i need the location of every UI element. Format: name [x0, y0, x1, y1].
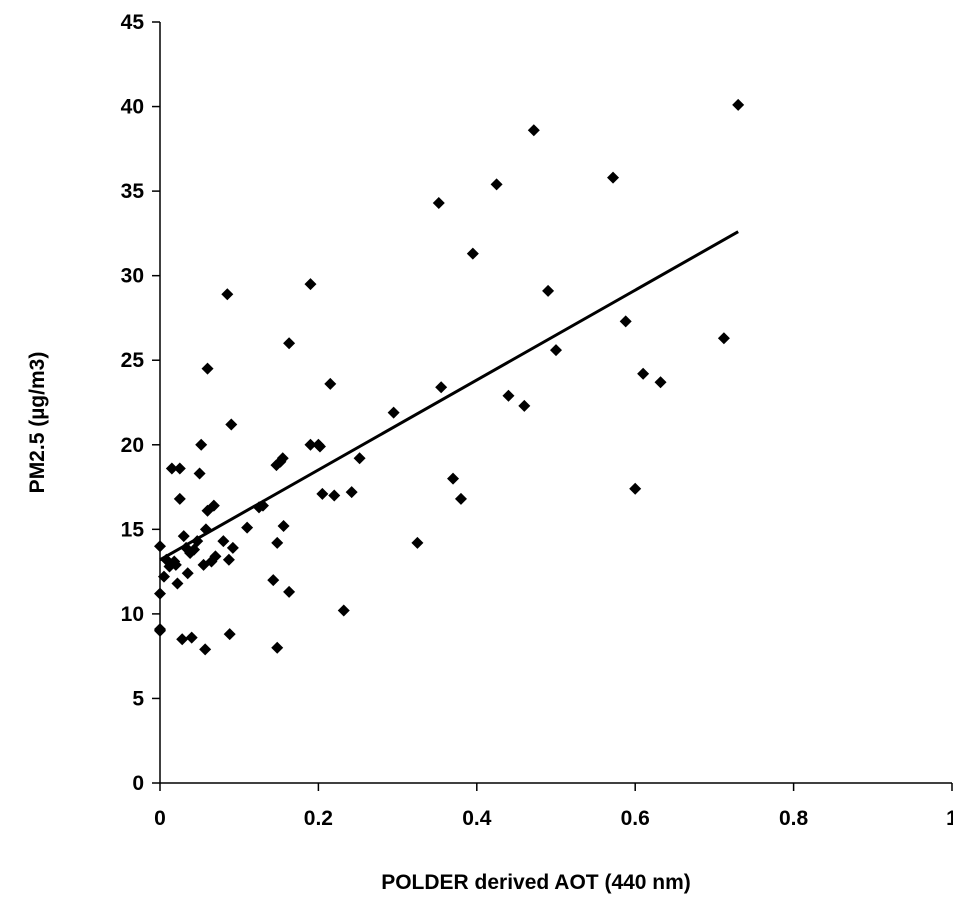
y-tick-label: 30	[121, 265, 144, 288]
data-point	[217, 535, 230, 548]
y-tick-label: 25	[121, 349, 145, 372]
data-point	[173, 462, 186, 475]
y-tick-label: 5	[132, 687, 144, 710]
data-point	[171, 577, 184, 590]
data-point	[654, 376, 667, 389]
y-tick-label: 20	[121, 434, 144, 457]
data-point	[176, 633, 189, 646]
data-point	[435, 381, 448, 394]
data-points	[154, 98, 745, 656]
data-point	[241, 521, 254, 534]
data-point	[454, 492, 467, 505]
data-point	[518, 399, 531, 412]
data-point	[225, 418, 238, 431]
data-point	[490, 178, 503, 191]
data-point	[353, 452, 366, 465]
x-tick-label: 1	[946, 807, 953, 830]
y-axis-title: PM2.5 (µg/m3)	[26, 352, 49, 494]
y-ticks: 0 5 10 15 20 25 30 35 40 45	[121, 11, 160, 795]
data-point	[165, 462, 178, 475]
y-tick-label: 45	[121, 11, 145, 34]
data-point	[542, 284, 555, 297]
data-point	[157, 570, 170, 583]
data-point	[345, 486, 358, 499]
trendline-group	[159, 230, 739, 562]
data-point	[181, 567, 194, 580]
data-point	[199, 643, 212, 656]
x-tick-label: 0.2	[304, 807, 333, 830]
data-point	[193, 467, 206, 480]
y-tick-label: 40	[121, 96, 144, 119]
data-point	[271, 641, 284, 654]
x-tick-label: 0.4	[462, 807, 492, 830]
data-point	[328, 489, 341, 502]
data-point	[283, 585, 296, 598]
x-axis-title: POLDER derived AOT (440 nm)	[381, 871, 691, 894]
data-point	[256, 499, 269, 512]
data-point	[201, 362, 214, 375]
data-point	[527, 124, 540, 137]
data-point	[154, 624, 166, 637]
data-point	[466, 247, 479, 260]
x-tick-label: 0.6	[621, 807, 650, 830]
data-point	[271, 536, 284, 549]
data-point	[637, 367, 650, 380]
data-point	[304, 438, 317, 451]
data-point	[619, 315, 632, 328]
data-point	[411, 536, 424, 549]
y-tick-label: 0	[132, 772, 144, 795]
data-point	[717, 332, 730, 345]
data-point	[191, 535, 204, 548]
data-point	[154, 540, 166, 553]
data-point	[304, 278, 317, 291]
data-point	[337, 604, 350, 617]
data-point	[313, 440, 326, 453]
data-point	[629, 482, 642, 495]
y-tick-label: 10	[121, 603, 144, 626]
data-point	[169, 558, 182, 571]
data-point	[447, 472, 460, 485]
data-point	[222, 553, 235, 566]
data-point	[502, 389, 515, 402]
trendline	[159, 230, 739, 562]
data-point	[223, 628, 236, 641]
data-point	[185, 631, 198, 644]
y-tick-label: 35	[121, 180, 145, 203]
data-point	[154, 587, 166, 600]
data-point	[195, 438, 208, 451]
data-point	[173, 492, 186, 505]
data-point	[316, 487, 329, 500]
data-point	[267, 574, 280, 587]
x-tick-label: 0	[154, 807, 166, 830]
data-point	[209, 550, 222, 563]
data-point	[387, 406, 400, 419]
data-point	[221, 288, 234, 301]
x-tick-label: 0.8	[779, 807, 809, 830]
data-point	[207, 499, 220, 512]
x-ticks: 0 0.2 0.4 0.6 0.8 1	[154, 783, 953, 830]
data-point	[732, 98, 745, 111]
data-point	[550, 344, 562, 357]
data-point	[226, 541, 239, 554]
data-point	[324, 377, 337, 390]
y-tick-label: 15	[121, 518, 145, 541]
data-point	[283, 337, 296, 350]
data-point	[199, 523, 212, 536]
data-point	[432, 196, 445, 209]
data-point	[607, 171, 620, 184]
data-point	[277, 519, 290, 532]
data-point	[276, 452, 289, 465]
data-point	[177, 530, 190, 543]
